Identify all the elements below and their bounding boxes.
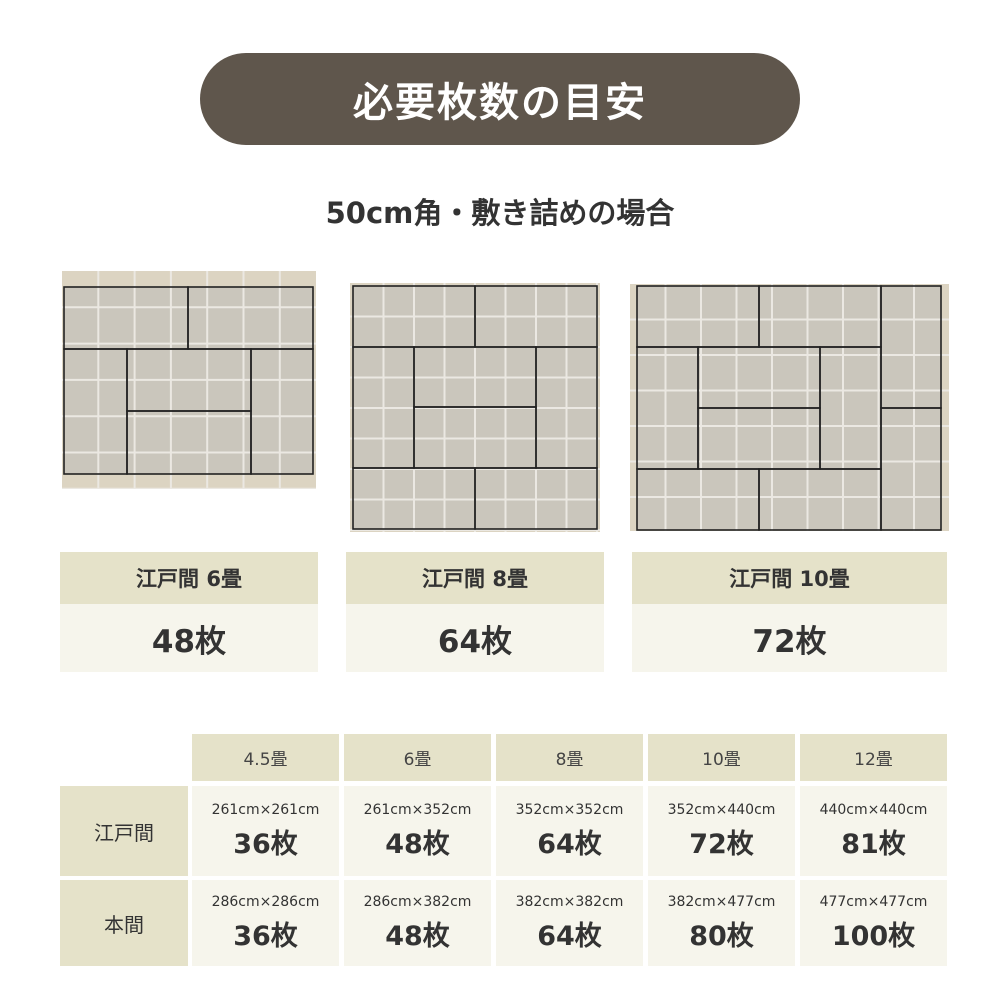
tile-count: 36枚 bbox=[233, 920, 298, 952]
room-dimensions: 477cm×477cm bbox=[819, 893, 928, 910]
table-cell: 261cm×352cm 48枚 bbox=[344, 786, 491, 876]
column-header: 6畳 bbox=[344, 734, 491, 781]
tatami-mat bbox=[474, 467, 598, 530]
tile-count: 36枚 bbox=[233, 828, 298, 860]
layout-diagram-6-tatami bbox=[62, 271, 316, 489]
table-cell: 261cm×261cm 36枚 bbox=[192, 786, 339, 876]
room-dimensions: 352cm×440cm bbox=[667, 801, 776, 818]
tatami-mat bbox=[758, 468, 882, 531]
table-cell: 286cm×382cm 48枚 bbox=[344, 880, 491, 966]
card-10-tatami: 江戸間 10畳 72枚 bbox=[632, 552, 947, 672]
row-header: 江戸間 bbox=[60, 786, 188, 876]
card-8-tatami: 江戸間 8畳 64枚 bbox=[346, 552, 604, 672]
room-dimensions: 352cm×352cm bbox=[515, 801, 624, 818]
room-dimensions: 382cm×382cm bbox=[515, 893, 624, 910]
tile-count: 64枚 bbox=[537, 828, 602, 860]
table-cell: 352cm×440cm 72枚 bbox=[648, 786, 795, 876]
table-cell: 440cm×440cm 81枚 bbox=[800, 786, 947, 876]
layout-diagram-10-tatami bbox=[630, 284, 949, 531]
tile-count: 80枚 bbox=[689, 920, 754, 952]
tile-count: 48枚 bbox=[385, 920, 450, 952]
table-cell: 352cm×352cm 64枚 bbox=[496, 786, 643, 876]
tile-count: 81枚 bbox=[841, 828, 906, 860]
room-dimensions: 261cm×261cm bbox=[211, 801, 320, 818]
tatami-mat bbox=[250, 348, 314, 475]
tile-count: 48枚 bbox=[385, 828, 450, 860]
column-header: 4.5畳 bbox=[192, 734, 339, 781]
tile-count: 100枚 bbox=[831, 920, 916, 952]
card-count: 72枚 bbox=[632, 604, 947, 672]
card-count: 48枚 bbox=[60, 604, 318, 672]
table-cell: 382cm×477cm 80枚 bbox=[648, 880, 795, 966]
layout-diagram-8-tatami bbox=[350, 283, 600, 532]
table-cell: 382cm×382cm 64枚 bbox=[496, 880, 643, 966]
column-header: 12畳 bbox=[800, 734, 947, 781]
card-count: 64枚 bbox=[346, 604, 604, 672]
tile-count: 64枚 bbox=[537, 920, 602, 952]
card-label: 江戸間 10畳 bbox=[632, 552, 947, 604]
room-dimensions: 382cm×477cm bbox=[667, 893, 776, 910]
column-header: 8畳 bbox=[496, 734, 643, 781]
table-cell: 477cm×477cm 100枚 bbox=[800, 880, 947, 966]
card-label: 江戸間 6畳 bbox=[60, 552, 318, 604]
room-dimensions: 286cm×286cm bbox=[211, 893, 320, 910]
table-cell: 286cm×286cm 36枚 bbox=[192, 880, 339, 966]
card-6-tatami: 江戸間 6畳 48枚 bbox=[60, 552, 318, 672]
tile-count: 72枚 bbox=[689, 828, 754, 860]
room-dimensions: 261cm×352cm bbox=[363, 801, 472, 818]
room-dimensions: 286cm×382cm bbox=[363, 893, 472, 910]
column-header: 10畳 bbox=[648, 734, 795, 781]
subtitle: 50cm角・敷き詰めの場合 bbox=[325, 196, 675, 230]
title-banner: 必要枚数の目安 bbox=[200, 53, 800, 145]
room-dimensions: 440cm×440cm bbox=[819, 801, 928, 818]
row-header: 本間 bbox=[60, 880, 188, 966]
card-label: 江戸間 8畳 bbox=[346, 552, 604, 604]
